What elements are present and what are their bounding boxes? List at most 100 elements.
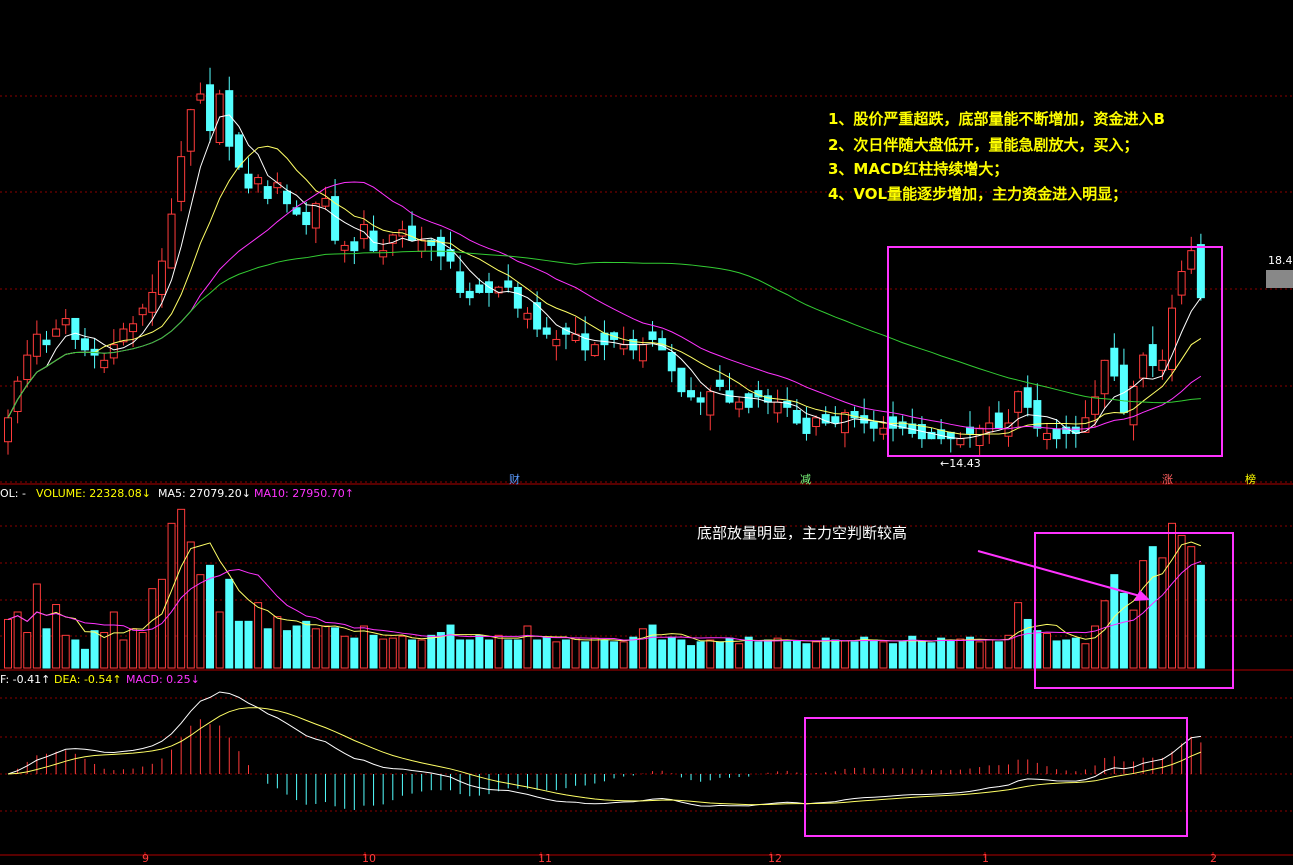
- volume-bar: [321, 625, 330, 669]
- volume-bar: [610, 641, 619, 669]
- macd-legend-dea: DEA: -0.54↑: [54, 673, 122, 686]
- candle-body: [196, 93, 205, 101]
- candle-body: [1004, 422, 1013, 437]
- dea-line: [7, 707, 1202, 806]
- candle-body: [956, 438, 965, 446]
- candle-body: [513, 286, 522, 309]
- candle-body: [638, 344, 647, 362]
- volume-ma10-line: [7, 560, 1202, 642]
- volume-bar: [600, 639, 609, 669]
- volume-bar: [465, 639, 474, 669]
- candle-body: [552, 338, 561, 347]
- volume-bar: [667, 636, 676, 669]
- volume-bar: [71, 639, 80, 669]
- volume-bar: [812, 641, 821, 669]
- volume-bar: [956, 638, 965, 669]
- volume-bar: [927, 642, 936, 669]
- volume-bar: [735, 643, 744, 669]
- volume-bar: [561, 639, 570, 669]
- grid-lines: [0, 95, 1293, 856]
- volume-bar: [206, 564, 215, 669]
- volume-bar: [100, 632, 109, 669]
- candle-body: [667, 352, 676, 372]
- volume-bar: [783, 641, 792, 669]
- candle-body: [321, 197, 330, 207]
- candle-body: [234, 134, 243, 168]
- candle-body: [1148, 344, 1157, 367]
- candle-body: [186, 109, 195, 152]
- candle-body: [475, 284, 484, 293]
- volume-bar: [1062, 639, 1071, 669]
- volume-bar: [23, 632, 32, 669]
- volume-bar: [225, 578, 234, 669]
- candle-body: [985, 422, 994, 433]
- note-2: 2、次日伴随大盘低开，量能急剧放大，买入；: [828, 136, 1139, 154]
- volume-bar: [1091, 625, 1100, 669]
- volume-bar: [311, 628, 320, 669]
- candle-body: [71, 317, 80, 340]
- volume-bar: [167, 522, 176, 669]
- candle-body: [994, 412, 1003, 429]
- candle-body: [456, 271, 465, 293]
- candle-body: [1158, 359, 1167, 371]
- candle-body: [802, 417, 811, 434]
- candle-body: [302, 211, 311, 226]
- candle-body: [677, 367, 686, 393]
- volume-bar: [475, 634, 484, 669]
- volume-bar: [1042, 632, 1051, 669]
- candle-body: [1110, 347, 1119, 377]
- volume-bar: [302, 620, 311, 669]
- candle-body: [975, 427, 984, 446]
- candle-body: [648, 331, 657, 340]
- arrow-shaft: [977, 550, 1141, 597]
- volume-bar: [879, 641, 888, 669]
- macd-histogram: [7, 691, 1202, 810]
- volume-bar: [513, 639, 522, 669]
- volume-bar: [571, 637, 580, 669]
- volume-bar: [254, 602, 263, 669]
- volume-bar: [860, 636, 869, 669]
- volume-bar: [408, 639, 417, 669]
- volume-bar: [946, 639, 955, 669]
- event-marker-list: 榜: [1245, 473, 1256, 486]
- candle-body: [311, 203, 320, 229]
- volume-bar: [1187, 546, 1196, 669]
- candle-body: [292, 207, 301, 215]
- volume-highlight-box: [1034, 532, 1234, 689]
- volume-bar: [917, 641, 926, 669]
- x-label-9: 9: [142, 852, 149, 865]
- candle-body: [254, 177, 263, 185]
- volume-bar: [177, 508, 186, 669]
- volume-legend-volume: VOLUME: 22328.08↓: [36, 487, 151, 500]
- candle-body: [1100, 359, 1109, 395]
- macd-legend-macd: MACD: 0.25↓: [126, 673, 200, 686]
- candle-body: [446, 249, 455, 262]
- candle-body: [504, 280, 513, 288]
- volume-bar: [706, 639, 715, 669]
- volume-bar: [359, 625, 368, 669]
- volume-bar: [427, 634, 436, 669]
- candle-body: [369, 230, 378, 252]
- candle-body: [1187, 250, 1196, 270]
- event-marker-reduce: 减: [800, 473, 811, 486]
- candle-body: [177, 156, 186, 202]
- macd-highlight-box: [804, 717, 1188, 837]
- candle-body: [1196, 244, 1205, 299]
- volume-bar: [937, 637, 946, 669]
- volume-bar: [994, 641, 1003, 669]
- volume-bar: [398, 635, 407, 669]
- last-price-box: [1266, 270, 1293, 288]
- candle-body: [1119, 364, 1128, 414]
- candle-body: [427, 239, 436, 246]
- x-label-12: 12: [768, 852, 782, 865]
- x-label-11: 11: [538, 852, 552, 865]
- ma5-line: [7, 114, 1202, 440]
- candle-body: [533, 302, 542, 330]
- volume-bar: [908, 635, 917, 669]
- candle-body: [1081, 417, 1090, 433]
- volume-bar: [292, 625, 301, 669]
- volume-bar: [148, 588, 157, 669]
- volume-bar: [1196, 564, 1205, 669]
- candle-body: [966, 426, 974, 434]
- candle-body: [408, 225, 417, 241]
